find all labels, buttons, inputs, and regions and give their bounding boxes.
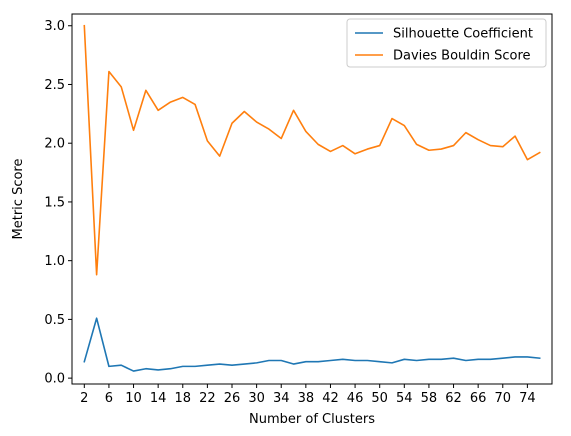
- x-tick-label: 14: [150, 391, 167, 406]
- x-axis-ticks: 2 6 10 14 18 22 26 30 34 38 42 46 50 54 58 62 66 70 74: [80, 384, 536, 406]
- x-tick-label: 54: [396, 391, 413, 406]
- y-tick-label: 2.5: [44, 78, 65, 93]
- series-layer: [83, 24, 541, 372]
- series-line-0: [83, 317, 541, 372]
- x-tick-label: 46: [347, 391, 364, 406]
- x-tick-label: 34: [273, 391, 290, 406]
- y-tick-label: 0.5: [44, 313, 65, 328]
- x-tick-label: 6: [105, 391, 113, 406]
- legend-box: [346, 18, 547, 68]
- legend: Silhouette Coefficient Davies Bouldin Sco…: [346, 18, 547, 68]
- x-tick-label: 2: [80, 391, 88, 406]
- series-line-1: [83, 24, 541, 276]
- x-tick-label: 38: [298, 391, 315, 406]
- x-tick-label: 18: [174, 391, 191, 406]
- y-tick-label: 1.0: [44, 254, 65, 269]
- x-tick-label: 50: [371, 391, 388, 406]
- y-axis-label: Metric Score: [11, 159, 26, 240]
- y-axis-ticks: 0.0 0.5 1.0 1.5 2.0 2.5 3.0: [44, 19, 72, 387]
- legend-label-1: Davies Bouldin Score: [393, 49, 531, 64]
- y-tick-label: 1.5: [44, 195, 65, 210]
- x-tick-label: 22: [199, 391, 216, 406]
- x-tick-label: 30: [248, 391, 265, 406]
- x-tick-label: 26: [224, 391, 241, 406]
- x-tick-label: 10: [125, 391, 142, 406]
- y-tick-label: 3.0: [44, 19, 65, 34]
- x-axis-label: Number of Clusters: [249, 412, 375, 427]
- y-tick-label: 0.0: [44, 372, 65, 387]
- y-tick-label: 2.0: [44, 137, 65, 152]
- legend-label-0: Silhouette Coefficient: [393, 27, 533, 42]
- x-tick-label: 74: [519, 391, 536, 406]
- x-tick-label: 58: [421, 391, 438, 406]
- plot-frame: [71, 13, 553, 385]
- x-tick-label: 62: [445, 391, 462, 406]
- x-tick-label: 42: [322, 391, 339, 406]
- x-tick-label: 66: [470, 391, 487, 406]
- x-tick-label: 70: [494, 391, 511, 406]
